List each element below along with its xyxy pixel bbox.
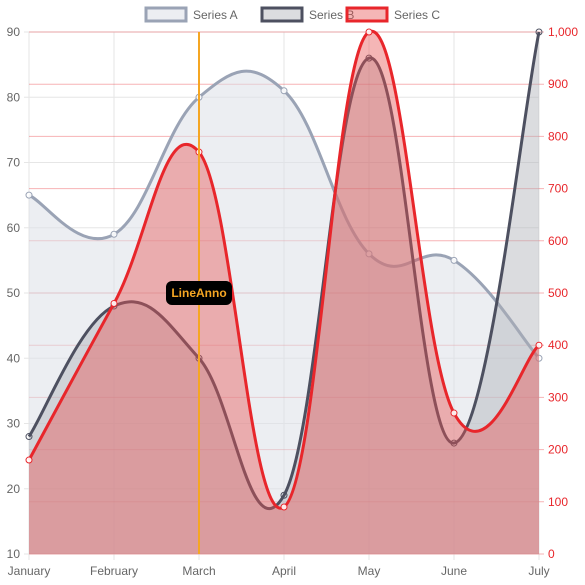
series-c-point — [111, 300, 117, 306]
y-right-tick-label: 800 — [548, 129, 568, 143]
series-a-point — [26, 192, 32, 198]
y-right-tick-label: 0 — [548, 547, 555, 561]
y-right-tick-label: 100 — [548, 495, 568, 509]
y-right-tick-label: 500 — [548, 286, 568, 300]
series-b-point — [281, 492, 287, 498]
y-left-tick-label: 10 — [7, 547, 21, 561]
series-b-point — [26, 434, 32, 440]
y-right-tick-label: 900 — [548, 77, 568, 91]
y-left-tick-label: 90 — [7, 25, 21, 39]
y-right-tick-label: 700 — [548, 182, 568, 196]
series-a-point — [281, 88, 287, 94]
y-left-tick-label: 50 — [7, 286, 21, 300]
series-c-point — [536, 342, 542, 348]
y-left-tick-label: 80 — [7, 90, 21, 104]
y-right-tick-label: 1,000 — [548, 25, 578, 39]
series-b-point — [536, 29, 542, 35]
x-tick-label: July — [528, 564, 549, 578]
legend: Series A Series B Series C — [146, 8, 440, 22]
legend-swatch-series-a — [146, 8, 186, 21]
y-right-tick-label: 300 — [548, 390, 568, 404]
y-left-tick-label: 20 — [7, 482, 21, 496]
series-a-point — [111, 231, 117, 237]
x-tick-label: February — [90, 564, 138, 578]
x-tick-label: May — [358, 564, 381, 578]
x-tick-label: January — [8, 564, 51, 578]
x-tick-label: June — [441, 564, 467, 578]
y-right-tick-label: 200 — [548, 443, 568, 457]
y-left-tick-label: 60 — [7, 221, 21, 235]
series-c-point — [26, 457, 32, 463]
series-c-point — [281, 504, 287, 510]
y-left-tick-label: 30 — [7, 417, 21, 431]
legend-swatch-series-c — [347, 8, 387, 21]
y-left-tick-label: 70 — [7, 156, 21, 170]
legend-label-series-a: Series A — [193, 8, 238, 22]
annotation-label: LineAnno — [171, 286, 226, 300]
y-left-tick-label: 40 — [7, 351, 21, 365]
y-right-tick-label: 400 — [548, 338, 568, 352]
series-c-point — [451, 410, 457, 416]
x-tick-label: March — [182, 564, 215, 578]
series-a-point — [451, 257, 457, 263]
x-tick-label: April — [272, 564, 296, 578]
legend-swatch-series-b — [262, 8, 302, 21]
y-right-tick-label: 600 — [548, 234, 568, 248]
series-c-point — [366, 29, 372, 35]
legend-label-series-c: Series C — [394, 8, 440, 22]
